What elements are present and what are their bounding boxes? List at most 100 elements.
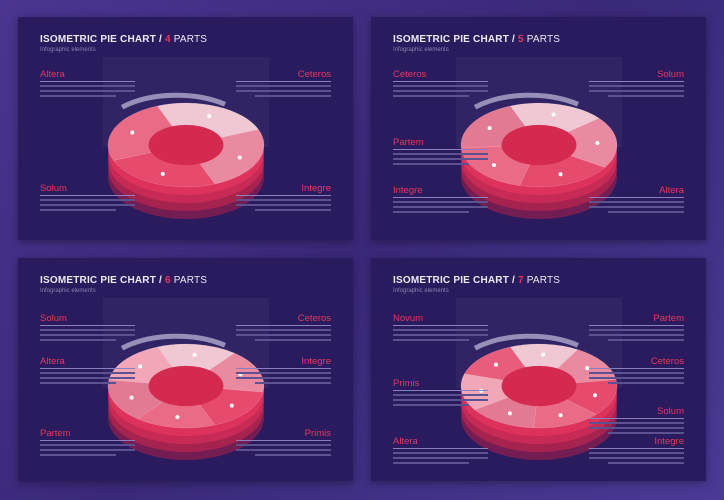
text-line — [393, 452, 488, 454]
pie-center — [148, 124, 224, 166]
segment-label: Solum — [589, 406, 684, 436]
panel-subtitle: Infographic elements — [40, 288, 96, 294]
slice-marker — [493, 362, 498, 367]
text-line — [40, 209, 116, 211]
slice-marker — [207, 114, 212, 119]
segment-label: Integre — [589, 436, 684, 466]
segment-label: Primis — [236, 428, 331, 458]
segment-label: Solum — [40, 313, 135, 343]
slice-marker — [595, 141, 600, 146]
panel-title: ISOMETRIC PIE CHART / 6 PARTS — [40, 275, 208, 286]
text-line — [236, 204, 331, 206]
slice-marker — [129, 395, 134, 400]
pie-panel-7-parts: ISOMETRIC PIE CHART / 7 PARTS Infographic… — [371, 258, 706, 481]
text-line — [236, 449, 331, 451]
panel-title: ISOMETRIC PIE CHART / 7 PARTS — [393, 275, 561, 286]
pie-panel-6-parts: ISOMETRIC PIE CHART / 6 PARTS Infographic… — [18, 258, 353, 481]
slice-marker — [558, 413, 563, 418]
text-line — [589, 85, 684, 87]
text-line — [589, 90, 684, 92]
text-line — [608, 382, 684, 384]
isometric-pie — [456, 57, 622, 219]
text-line — [236, 85, 331, 87]
segment-label: Integre — [236, 183, 331, 213]
segment-label: Altera — [589, 185, 684, 215]
text-line — [40, 95, 116, 97]
text-line — [40, 90, 135, 92]
segment-label: Ceteros — [393, 69, 488, 99]
pie-rim — [120, 333, 226, 351]
segment-label: Solum — [589, 69, 684, 99]
text-line — [608, 95, 684, 97]
text-line — [40, 454, 116, 456]
slice-marker — [237, 155, 242, 160]
segment-name: Solum — [589, 69, 684, 82]
segment-label: Altera — [393, 436, 488, 466]
text-line — [589, 422, 684, 424]
isometric-pie — [103, 57, 269, 219]
text-line — [393, 457, 488, 459]
text-line — [40, 372, 135, 374]
slice-marker — [551, 112, 556, 117]
text-line — [608, 211, 684, 213]
text-line — [393, 85, 488, 87]
text-line — [608, 462, 684, 464]
text-line — [255, 95, 331, 97]
pie-center — [148, 365, 224, 407]
text-line — [589, 427, 684, 429]
text-line — [393, 394, 488, 396]
isometric-pie — [456, 298, 622, 460]
text-line — [255, 209, 331, 211]
segment-label: Altera — [40, 69, 135, 99]
segment-label: Integre — [236, 356, 331, 386]
slice-marker — [491, 163, 496, 168]
text-line — [236, 90, 331, 92]
segment-name: Ceteros — [393, 69, 488, 82]
text-line — [236, 444, 331, 446]
segment-name: Ceteros — [589, 356, 684, 369]
panel-subtitle: Infographic elements — [40, 47, 96, 53]
slice-marker — [130, 130, 135, 135]
slice-marker — [192, 352, 197, 357]
segment-label: Partem — [40, 428, 135, 458]
pie-slice — [509, 343, 579, 387]
text-line — [236, 199, 331, 201]
pie-slice — [137, 385, 216, 429]
segment-label: Altera — [40, 356, 135, 386]
text-line — [393, 399, 488, 401]
text-line — [589, 206, 684, 208]
segment-label: Ceteros — [236, 69, 331, 99]
text-line — [40, 339, 116, 341]
text-line — [393, 163, 469, 165]
slice-marker — [138, 364, 143, 369]
segment-label: Novum — [393, 313, 488, 343]
text-line — [393, 404, 469, 406]
text-line — [589, 329, 684, 331]
segment-name: Primis — [236, 428, 331, 441]
panel-subtitle: Infographic elements — [393, 288, 449, 294]
pie-panel-4-parts: ISOMETRIC PIE CHART / 4 PARTS Infographic… — [18, 17, 353, 240]
pie-rim — [120, 92, 226, 110]
text-line — [589, 457, 684, 459]
pie-slice — [156, 343, 235, 387]
text-line — [40, 204, 135, 206]
text-line — [608, 432, 684, 434]
segment-name: Integre — [236, 356, 331, 369]
segment-name: Altera — [40, 69, 135, 82]
segment-name: Integre — [393, 185, 488, 198]
text-line — [393, 201, 488, 203]
segment-name: Integre — [236, 183, 331, 196]
slice-marker — [558, 172, 563, 177]
segment-label: Primis — [393, 378, 488, 408]
pie-center — [501, 124, 577, 166]
slice-marker — [507, 411, 512, 416]
segment-name: Partem — [393, 137, 488, 150]
text-line — [589, 377, 684, 379]
text-line — [236, 372, 331, 374]
slice-marker — [585, 366, 590, 371]
panel-title: ISOMETRIC PIE CHART / 5 PARTS — [393, 34, 561, 45]
pie-center — [501, 365, 577, 407]
text-line — [236, 377, 331, 379]
text-line — [589, 372, 684, 374]
segment-name: Partem — [589, 313, 684, 326]
